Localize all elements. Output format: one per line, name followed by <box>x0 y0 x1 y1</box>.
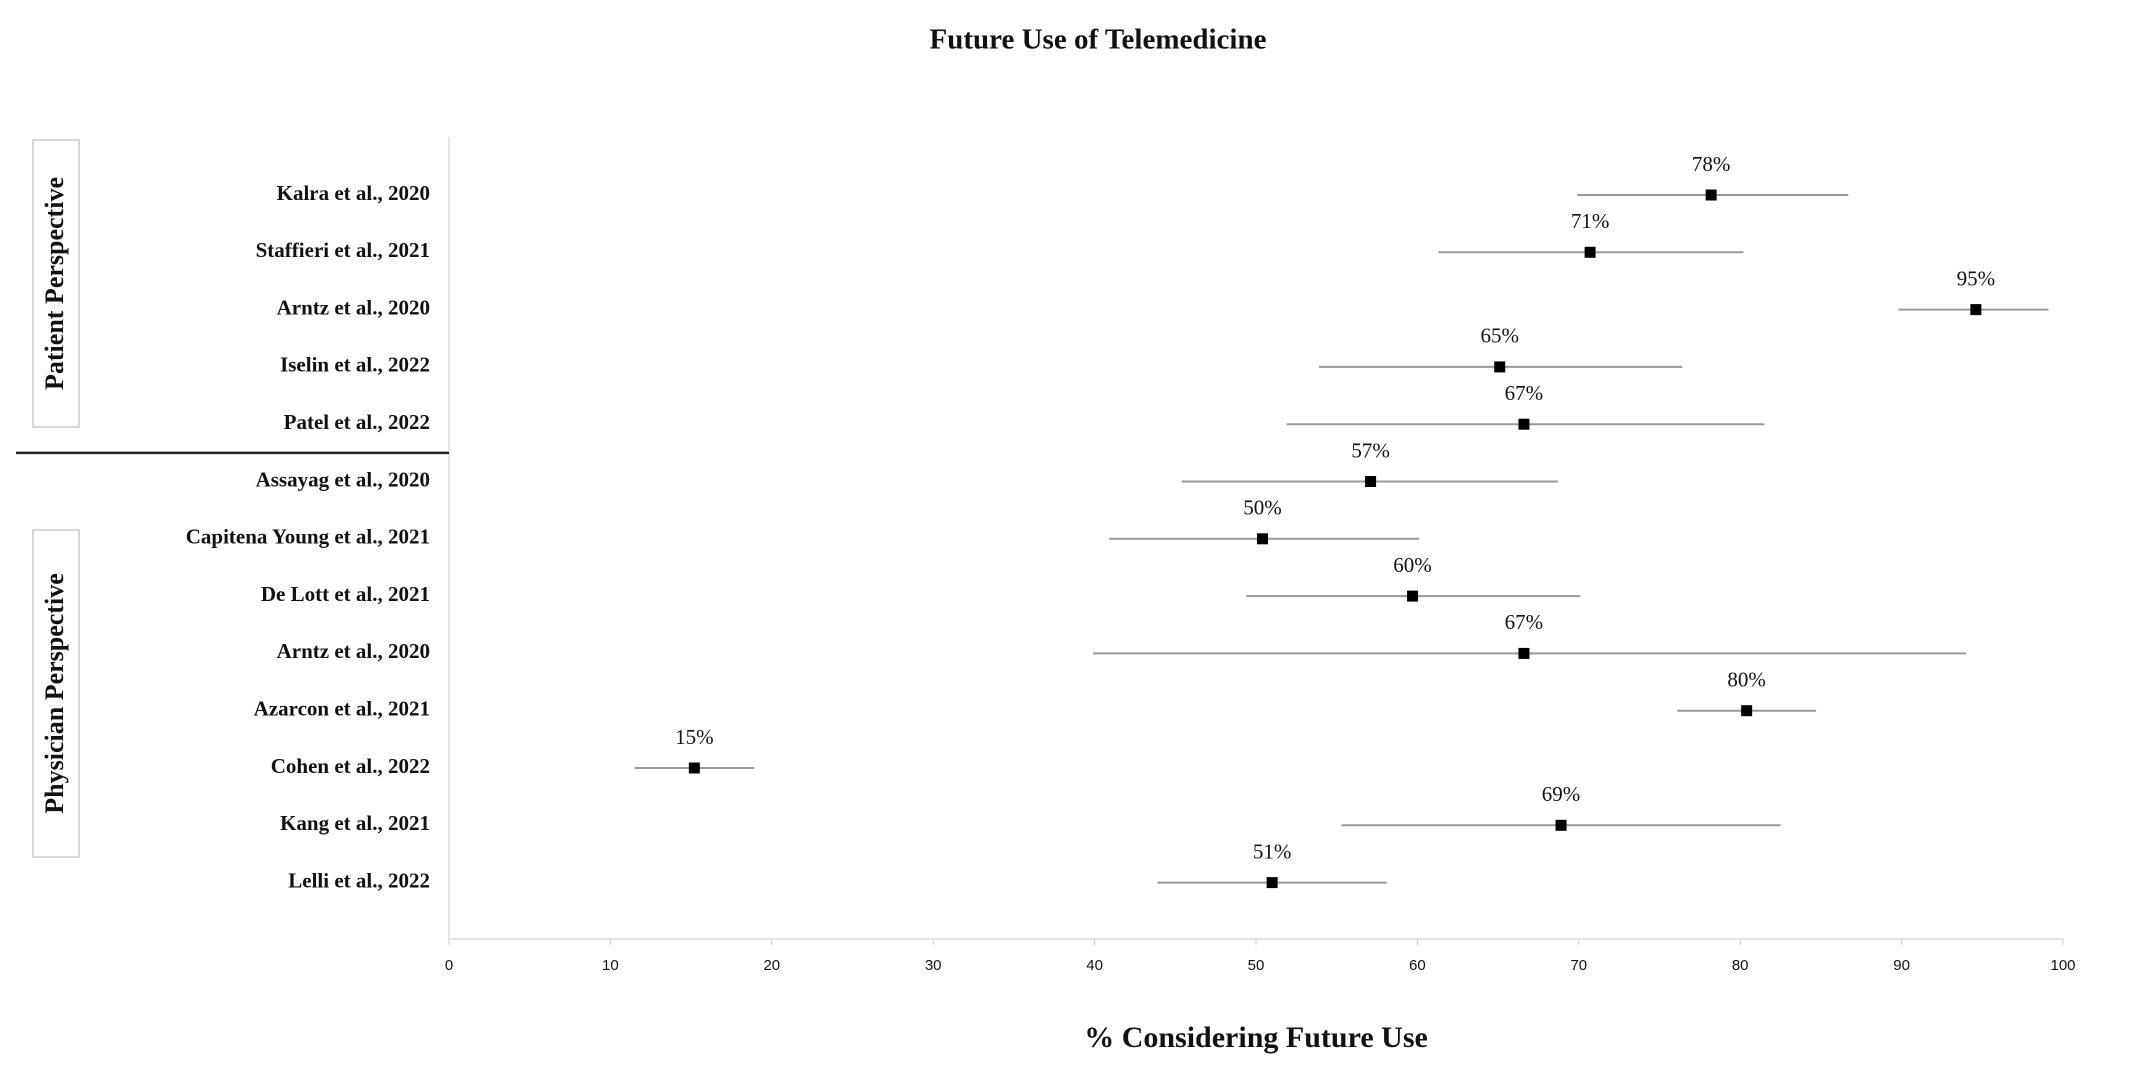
point-estimate <box>1970 304 1982 316</box>
category-label: Iselin et al., 2022 <box>280 353 430 377</box>
point-estimate <box>1518 418 1530 430</box>
value-label: 67% <box>1505 381 1544 405</box>
value-label: 51% <box>1253 839 1292 863</box>
x-tick-label: 70 <box>1570 957 1587 974</box>
x-tick-label: 50 <box>1248 957 1265 974</box>
value-label: 15% <box>675 725 714 749</box>
point-estimate <box>1518 647 1530 659</box>
group-label: Patient Perspective <box>40 177 69 390</box>
category-label: Arntz et al., 2020 <box>277 639 430 663</box>
category-label: Kalra et al., 2020 <box>277 181 430 205</box>
category-label: Azarcon et al., 2021 <box>254 697 430 721</box>
category-label: Assayag et al., 2020 <box>256 467 430 491</box>
point-estimate <box>1256 533 1268 545</box>
group-box <box>32 529 80 858</box>
category-label: Kang et al., 2021 <box>280 811 430 835</box>
value-label: 67% <box>1505 610 1544 634</box>
x-axis-label: % Considering Future Use <box>1084 1021 1428 1054</box>
value-label: 60% <box>1393 553 1432 577</box>
category-label: Cohen et al., 2022 <box>271 754 430 778</box>
value-label: 50% <box>1243 496 1282 520</box>
x-tick-label: 60 <box>1409 957 1426 974</box>
value-label: 78% <box>1692 152 1731 176</box>
x-tick-label: 10 <box>602 957 619 974</box>
point-estimate <box>1365 476 1377 487</box>
point-estimate <box>1741 705 1753 717</box>
x-tick-label: 20 <box>763 957 780 974</box>
value-label: 80% <box>1727 668 1766 692</box>
category-label: Arntz et al., 2020 <box>277 295 430 319</box>
value-label: 95% <box>1957 266 1996 290</box>
group-label: Physician Perspective <box>40 573 69 813</box>
point-estimate <box>1407 590 1419 602</box>
x-tick-label: 40 <box>1086 957 1103 974</box>
x-tick-label: 100 <box>2050 957 2075 974</box>
category-label: Capitena Young et al., 2021 <box>186 525 430 549</box>
category-label: De Lott et al., 2021 <box>261 582 430 606</box>
category-label: Staffieri et al., 2021 <box>256 238 430 262</box>
point-estimate <box>1494 361 1506 373</box>
x-tick-label: 80 <box>1732 957 1749 974</box>
value-label: 69% <box>1542 782 1581 806</box>
value-label: 65% <box>1480 324 1519 348</box>
group-box <box>32 139 80 428</box>
point-estimate <box>1584 246 1596 258</box>
value-label: 57% <box>1351 438 1390 462</box>
chart-title: Future Use of Telemedicine <box>930 24 1267 56</box>
x-tick-label: 0 <box>445 957 453 974</box>
x-tick-label: 30 <box>925 957 942 974</box>
point-estimate <box>1266 877 1278 889</box>
category-label: Lelli et al., 2022 <box>288 868 430 892</box>
point-estimate <box>1555 819 1567 831</box>
category-label: Patel et al., 2022 <box>284 410 430 434</box>
value-label: 71% <box>1571 209 1610 233</box>
point-estimate <box>688 762 700 774</box>
x-tick-label: 90 <box>1893 957 1910 974</box>
point-estimate <box>1705 189 1717 201</box>
